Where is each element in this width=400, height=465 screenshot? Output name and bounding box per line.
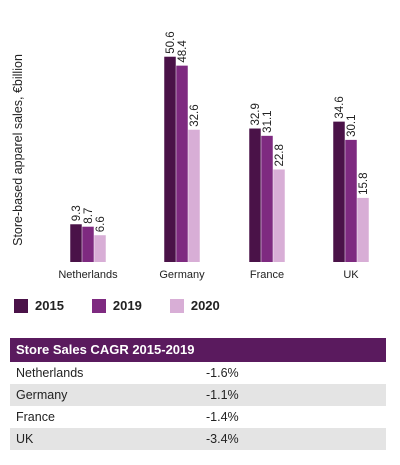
value-label-netherlands-2020: 6.6 — [95, 216, 107, 232]
value-label-netherlands-2015: 9.3 — [71, 205, 83, 221]
legend-label-2019: 2019 — [112, 298, 142, 313]
value-label-uk-2020: 15.8 — [358, 173, 370, 195]
cagr-country: UK — [16, 432, 34, 446]
category-label-uk: UK — [343, 269, 359, 281]
category-labels-group: Netherlands Germany France UK — [58, 269, 359, 281]
cagr-country: Germany — [16, 388, 68, 402]
legend-item-2015: 2015 — [14, 298, 64, 313]
cagr-table-title: Store Sales CAGR 2015-2019 — [10, 338, 386, 362]
bar-netherlands-2020 — [94, 235, 106, 262]
cagr-value: -1.1% — [206, 388, 239, 402]
value-labels-group: 9.3 8.76.6 50.6 48.4 32.6 32.9 31.122.8 34.630.… — [71, 31, 370, 232]
legend-item-2020: 2020 — [169, 298, 220, 313]
cagr-country: France — [16, 410, 55, 424]
table-row: Netherlands -1.6% — [10, 362, 386, 384]
value-label-uk-2015: 34.6 — [334, 96, 346, 118]
bar-chart: Store-based apparel sales, €billion 9.3 8… — [11, 31, 370, 281]
bar-netherlands-2019 — [82, 226, 94, 262]
cagr-value: -3.4% — [206, 432, 239, 446]
legend: 2015 2019 2020 — [14, 298, 248, 313]
bar-germany-2015 — [164, 56, 176, 263]
bar-france-2020 — [273, 169, 285, 262]
bar-germany-2019 — [176, 65, 188, 262]
bar-uk-2020 — [357, 197, 369, 262]
y-axis-label: Store-based apparel sales, €billion — [11, 54, 25, 246]
category-label-netherlands: Netherlands — [58, 269, 118, 281]
cagr-table: Store Sales CAGR 2015-2019 Netherlands -… — [10, 338, 386, 450]
value-label-france-2015: 32.9 — [250, 103, 262, 125]
bar-germany-2020 — [188, 129, 200, 262]
value-label-france-2019: 31.1 — [262, 110, 274, 132]
cagr-value: -1.4% — [206, 410, 239, 424]
legend-label-2020: 2020 — [190, 298, 220, 313]
bar-uk-2019 — [345, 139, 357, 262]
value-label-germany-2020: 32.6 — [189, 104, 201, 126]
bar-france-2015 — [249, 128, 261, 262]
legend-label-2015: 2015 — [35, 298, 64, 313]
category-label-germany: Germany — [159, 269, 205, 281]
value-label-france-2020: 22.8 — [274, 144, 286, 166]
category-label-france: France — [250, 269, 284, 281]
legend-swatch-2020 — [169, 298, 184, 313]
table-row: France -1.4% — [10, 406, 386, 428]
legend-swatch-2015 — [14, 298, 28, 313]
value-label-germany-2015: 50.6 — [165, 31, 177, 53]
bar-uk-2015 — [333, 121, 345, 262]
bar-netherlands-2015 — [70, 224, 82, 262]
bar-france-2019 — [261, 135, 273, 262]
value-label-germany-2019: 48.4 — [177, 40, 189, 63]
table-row: Germany -1.1% — [10, 384, 386, 406]
bars-group — [70, 56, 369, 263]
legend-item-2019: 2019 — [91, 298, 142, 313]
cagr-country: Netherlands — [16, 366, 84, 380]
value-label-netherlands-2019: 8.7 — [83, 208, 95, 224]
cagr-value: -1.6% — [206, 366, 239, 380]
legend-swatch-2019 — [91, 298, 106, 313]
table-row: UK -3.4% — [10, 428, 386, 450]
value-label-uk-2019: 30.1 — [346, 114, 358, 136]
